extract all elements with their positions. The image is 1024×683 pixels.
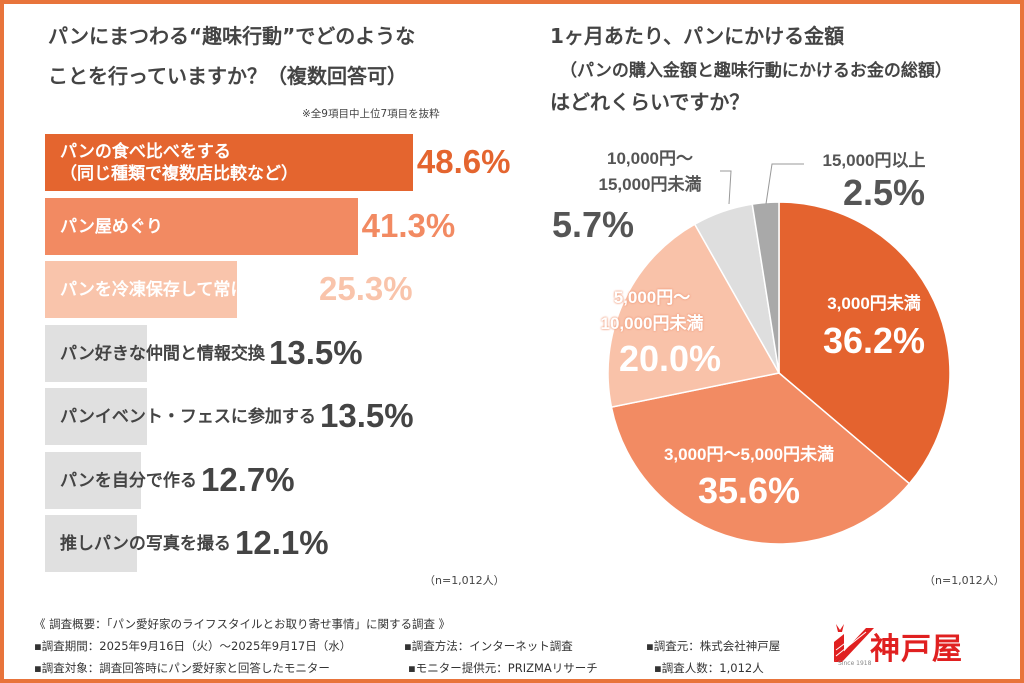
- bar-value-label: 25.3%: [319, 270, 413, 307]
- pie-chart: [607, 163, 951, 545]
- bar: [45, 388, 148, 445]
- bar-category-label: パン好きな仲間と情報交換: [60, 343, 265, 364]
- bar: [45, 261, 237, 318]
- pie-chart-title-line1: 1ヶ月あたり、パンにかける金額: [550, 24, 845, 48]
- bar-value-label: 41.3%: [361, 207, 456, 244]
- pie-category-label: 5,000円〜 10,000円未満: [600, 288, 704, 333]
- bar-category-label: パン屋めぐり: [60, 216, 163, 237]
- bar-category-label: 推しパンの写真を撮る: [60, 533, 231, 554]
- footer-survey-period: ▪調査期間：2025年9月16日（火）〜2025年9月17日（水）: [34, 639, 352, 653]
- footer-monitor-provider: ▪モニター提供元：PRIZMAリサーチ: [408, 661, 598, 675]
- bar-category-label: パンを冷凍保存して常にストック: [60, 279, 316, 300]
- kobeya-logo-mark: Since 1918: [830, 622, 874, 670]
- pie-category-label: 10,000円〜 15,000円未満: [598, 149, 702, 194]
- pie-category-label: 15,000円以上: [822, 151, 926, 170]
- pie-chart-sample-size: （n=1,012人）: [924, 574, 1005, 587]
- pie-category-label: 3,000円〜5,000円未満: [663, 445, 835, 464]
- pie-value-label: 20.0%: [618, 338, 722, 379]
- logo-emblem-icon: [834, 624, 874, 662]
- footer-divider: [4, 600, 1020, 602]
- pie-slice: [778, 201, 951, 485]
- bar-value-label: 13.5%: [269, 334, 363, 371]
- logo-since: Since 1918: [838, 660, 872, 667]
- pie-leader-line: [720, 170, 732, 205]
- pie-value-label: 5.7%: [551, 204, 635, 245]
- footer-survey-target: ▪調査対象：調査回答時にパン愛好家と回答したモニター: [34, 661, 330, 675]
- pie-slice: [751, 201, 780, 374]
- pie-chart-title-line3: はどれくらいですか？: [550, 90, 750, 114]
- footer-heading: 《 調査概要：「パン愛好家のライフスタイルとお取り寄せ事情」に関する調査 》: [34, 617, 451, 631]
- footer-survey-source: ▪調査元：株式会社神戸屋: [646, 639, 781, 653]
- bar-value-label: 48.6%: [416, 143, 511, 180]
- bar-chart-sample-size: （n=1,012人）: [424, 574, 505, 587]
- bar-category-label: パンイベント・フェスに参加する: [60, 406, 316, 427]
- pie-value-label: 2.5%: [842, 172, 926, 213]
- bar-value-label: 12.1%: [235, 524, 329, 561]
- kobeya-logo-text: 神戸屋: [870, 632, 963, 667]
- bar-chart-title-line2: ことを行っていますか？（複数回答可）: [48, 64, 407, 88]
- bar: [45, 198, 358, 255]
- bar: [45, 452, 142, 509]
- pie-slice: [607, 223, 781, 409]
- bar: [45, 325, 148, 382]
- pie-leader-line: [765, 163, 804, 205]
- pie-value-label: 35.6%: [697, 470, 801, 511]
- bar-value-label: 12.7%: [201, 461, 295, 498]
- bar-chart-note: ※全9項目中上位7項目を抜粋: [302, 108, 440, 120]
- pie-chart-title-line2: （パンの購入金額と趣味行動にかけるお金の総額）: [560, 61, 952, 81]
- footer-survey-method: ▪調査方法：インターネット調査: [404, 639, 573, 653]
- bar-category-label: パンの食べ比べをする （同じ種類で複数店比較など）: [60, 141, 298, 184]
- pie-category-label: 3,000円未満: [827, 294, 921, 313]
- footer-sample-size: ▪調査人数：1,012人: [654, 661, 764, 675]
- pie-value-label: 36.2%: [822, 320, 926, 361]
- pie-slice: [610, 372, 911, 545]
- bar-chart-title-line1: パンにまつわる“趣味行動”でどのような: [48, 24, 416, 48]
- bar-category-label: パンを自分で作る: [60, 470, 197, 491]
- bar: [45, 134, 413, 191]
- bar: [45, 515, 137, 572]
- bar-value-label: 13.5%: [320, 397, 414, 434]
